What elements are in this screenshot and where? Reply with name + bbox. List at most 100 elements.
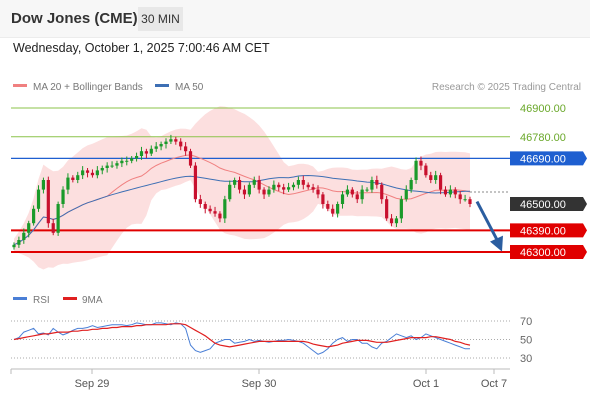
candle-body bbox=[438, 175, 443, 190]
candle bbox=[262, 187, 266, 199]
candle bbox=[41, 177, 46, 194]
candle bbox=[81, 166, 85, 180]
candle bbox=[66, 173, 70, 195]
candle-body bbox=[306, 184, 310, 188]
candle bbox=[56, 201, 60, 236]
candle bbox=[340, 191, 345, 209]
candle bbox=[120, 157, 124, 168]
candle-body bbox=[380, 184, 384, 200]
candle-body bbox=[36, 189, 41, 209]
candle bbox=[394, 216, 399, 228]
candle-body bbox=[424, 165, 428, 176]
candle bbox=[252, 176, 256, 188]
candle-body bbox=[340, 194, 345, 204]
candle bbox=[27, 220, 31, 238]
candle-body bbox=[12, 244, 16, 248]
candle bbox=[424, 163, 428, 178]
candle-body bbox=[61, 189, 65, 204]
candle-body bbox=[336, 204, 340, 214]
candle bbox=[159, 141, 163, 151]
candle-body bbox=[429, 175, 433, 180]
candle bbox=[184, 142, 188, 156]
candle-body bbox=[277, 184, 281, 188]
last-price-label: 46500.00 bbox=[520, 199, 566, 211]
x-tick-label: Oct 1 bbox=[413, 378, 439, 390]
candle bbox=[414, 157, 418, 184]
candle bbox=[350, 187, 354, 198]
candle-body bbox=[394, 218, 399, 224]
candle bbox=[409, 177, 413, 193]
candle bbox=[389, 214, 394, 227]
support-tag bbox=[510, 245, 587, 259]
candle-body bbox=[345, 189, 350, 195]
support-label: 46300.00 bbox=[520, 247, 566, 259]
candle bbox=[218, 211, 222, 223]
candle-body bbox=[95, 170, 99, 176]
candle bbox=[95, 166, 99, 179]
ma50-swatch bbox=[155, 84, 169, 87]
candle-body bbox=[375, 180, 379, 185]
forecast-arrow-shaft bbox=[475, 200, 501, 245]
candle bbox=[71, 175, 75, 183]
candle bbox=[375, 175, 379, 189]
candle bbox=[237, 176, 242, 194]
candle bbox=[179, 138, 183, 151]
candle-body bbox=[51, 223, 55, 233]
candle bbox=[17, 236, 21, 248]
candle bbox=[438, 172, 443, 195]
candle bbox=[404, 185, 408, 202]
candle-body bbox=[350, 189, 354, 195]
candle bbox=[134, 152, 139, 162]
candle bbox=[174, 136, 178, 145]
candle bbox=[399, 195, 403, 223]
candle-body bbox=[370, 180, 374, 190]
candle bbox=[267, 186, 271, 197]
candle bbox=[144, 148, 148, 159]
candle bbox=[198, 194, 202, 208]
candle bbox=[203, 201, 207, 214]
candle-body bbox=[463, 199, 467, 201]
candle-body bbox=[105, 165, 109, 168]
candle-body bbox=[208, 208, 212, 212]
candle bbox=[336, 201, 340, 218]
candle bbox=[370, 176, 374, 193]
candle bbox=[434, 170, 438, 184]
candle-body bbox=[262, 189, 266, 195]
candle-body bbox=[242, 189, 247, 195]
price-plot: 46900.00 46780.00 46690.00 46500.00 46390.00… bbox=[11, 103, 587, 270]
candle-body bbox=[174, 139, 178, 142]
candle bbox=[130, 156, 134, 164]
candle bbox=[429, 171, 433, 184]
rsi-tick-label: 50 bbox=[520, 335, 532, 347]
candle-body bbox=[184, 146, 188, 152]
candle-body bbox=[453, 189, 457, 195]
pivot-tag bbox=[510, 151, 587, 166]
candle-body bbox=[149, 148, 153, 154]
rsi-swatch bbox=[13, 297, 27, 300]
rsi-plot: 30 50 70 bbox=[11, 316, 532, 365]
candle-body bbox=[169, 139, 173, 142]
candle bbox=[100, 165, 104, 175]
candle bbox=[169, 134, 173, 144]
candle-body bbox=[134, 156, 139, 159]
candle-body bbox=[193, 165, 198, 200]
candle-body bbox=[355, 194, 359, 200]
candle-body bbox=[130, 158, 134, 161]
candle-body bbox=[414, 160, 418, 180]
candle bbox=[61, 186, 65, 208]
candle-body bbox=[282, 187, 286, 190]
chart-header: Dow Jones (CME) 30 MIN bbox=[0, 0, 590, 38]
candle bbox=[85, 168, 90, 178]
candle bbox=[247, 182, 251, 197]
candle bbox=[458, 191, 462, 204]
timeframe-button[interactable]: 30 MIN bbox=[138, 7, 183, 31]
candle bbox=[360, 185, 364, 204]
candle-body bbox=[223, 199, 227, 219]
candle bbox=[321, 192, 325, 209]
candle-body bbox=[71, 177, 75, 180]
candle-body bbox=[385, 199, 389, 219]
candle-body bbox=[159, 144, 163, 147]
candle-body bbox=[179, 141, 183, 147]
candle-body bbox=[218, 213, 222, 219]
candle bbox=[453, 187, 457, 199]
